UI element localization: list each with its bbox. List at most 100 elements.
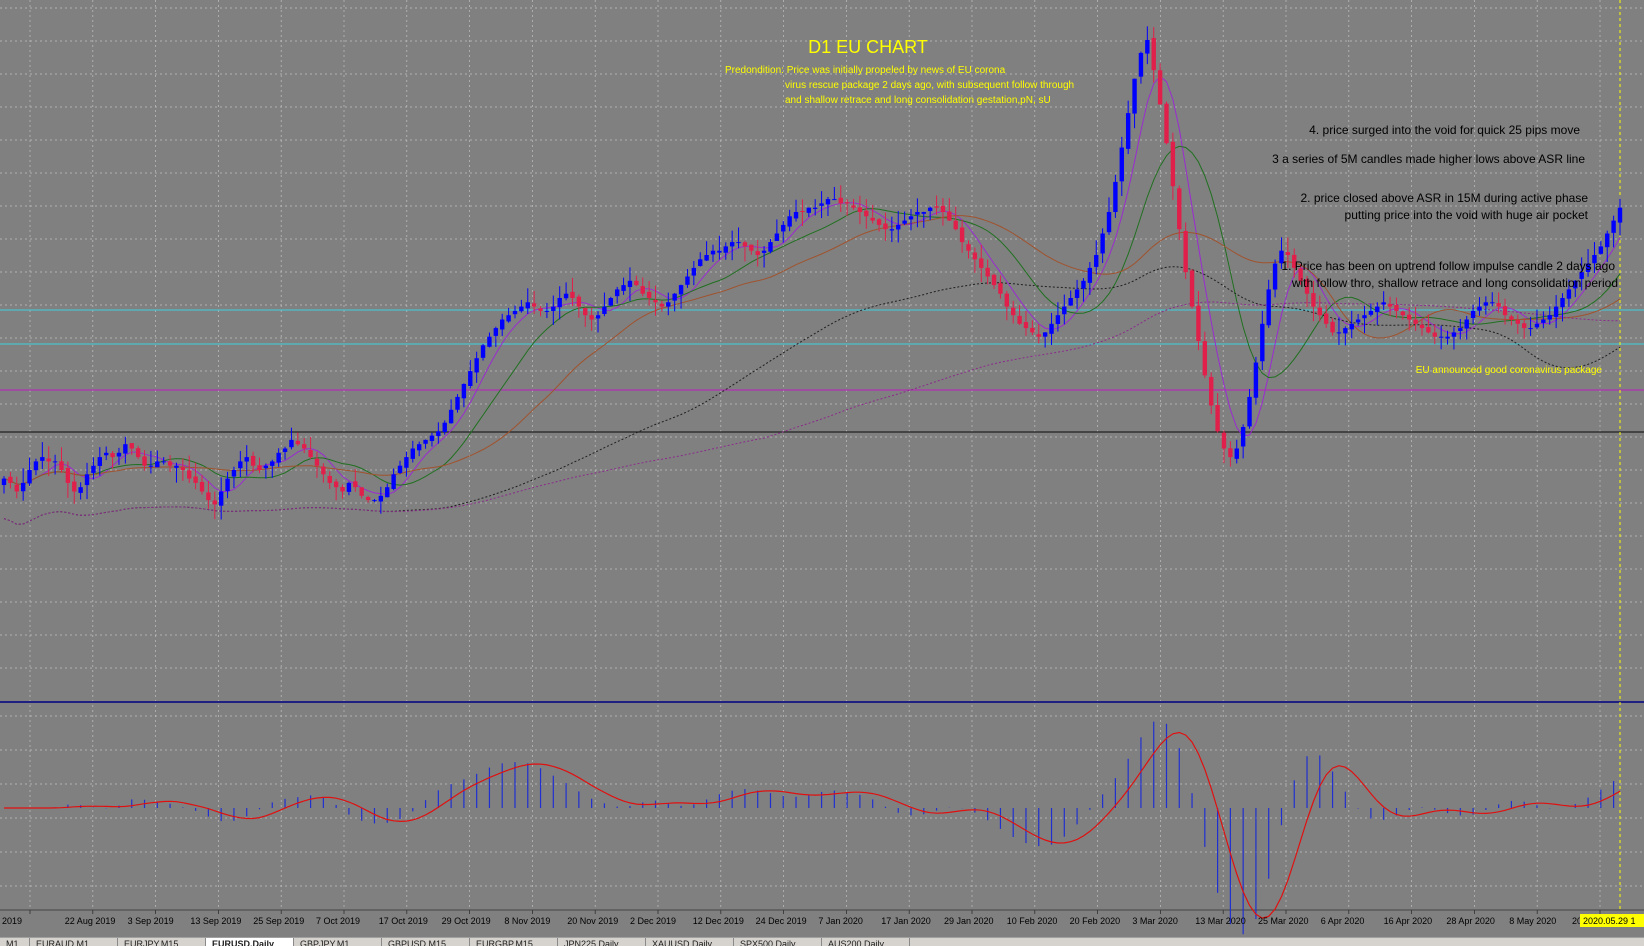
candle[interactable] [1483, 296, 1489, 315]
candle[interactable] [78, 482, 83, 500]
candle[interactable] [206, 480, 211, 509]
candle[interactable] [1266, 279, 1271, 328]
candle[interactable] [410, 440, 415, 463]
candle[interactable] [1272, 259, 1278, 298]
candle[interactable] [1375, 302, 1380, 326]
candle[interactable] [749, 244, 754, 255]
candle[interactable] [576, 294, 582, 318]
candle[interactable] [876, 218, 882, 232]
candle[interactable] [218, 477, 224, 520]
candle[interactable] [340, 484, 345, 499]
candle[interactable] [1311, 280, 1316, 322]
candle[interactable] [844, 199, 850, 216]
candle[interactable] [1170, 132, 1176, 200]
candle[interactable] [1011, 300, 1016, 324]
candle[interactable] [1407, 307, 1412, 331]
candle[interactable] [116, 447, 122, 465]
candle[interactable] [1017, 305, 1022, 325]
candle[interactable] [314, 451, 320, 478]
candle[interactable] [1432, 324, 1437, 345]
candle[interactable] [1304, 276, 1310, 308]
candle[interactable] [519, 299, 524, 313]
candle[interactable] [1260, 310, 1265, 371]
candle[interactable] [1125, 100, 1131, 155]
candle[interactable] [1317, 295, 1322, 322]
candle[interactable] [155, 450, 160, 468]
candle[interactable] [934, 195, 939, 215]
candle[interactable] [493, 326, 499, 347]
candle[interactable] [1381, 291, 1386, 310]
candle[interactable] [678, 284, 684, 309]
candle[interactable] [1598, 241, 1604, 255]
candle[interactable] [142, 450, 147, 471]
candle[interactable] [1438, 325, 1444, 350]
candle[interactable] [1566, 279, 1572, 307]
candle[interactable] [436, 422, 441, 444]
candle[interactable] [448, 399, 454, 424]
candle[interactable] [212, 491, 217, 520]
candle[interactable] [263, 463, 269, 479]
candle[interactable] [1119, 136, 1124, 196]
chart-tab[interactable]: XAUUSD,Daily [646, 938, 734, 946]
candle[interactable] [46, 446, 51, 477]
candle[interactable] [1592, 242, 1597, 274]
candle[interactable] [627, 267, 633, 302]
candle[interactable] [20, 468, 26, 501]
candle[interactable] [1279, 237, 1284, 269]
candle[interactable] [327, 471, 332, 489]
candle[interactable] [148, 450, 154, 474]
candle[interactable] [666, 292, 671, 316]
candle[interactable] [1094, 240, 1099, 275]
candle[interactable] [1496, 292, 1501, 313]
candle[interactable] [864, 199, 869, 229]
candle[interactable] [1323, 304, 1329, 328]
candle[interactable] [1336, 317, 1342, 346]
candle[interactable] [1611, 215, 1616, 248]
candle[interactable] [1081, 278, 1086, 302]
candle[interactable] [1490, 292, 1495, 307]
candle[interactable] [1183, 222, 1188, 280]
candle[interactable] [525, 288, 530, 315]
candle[interactable] [793, 199, 799, 222]
candle[interactable] [429, 432, 435, 447]
chart-tab[interactable]: EURAUD,M1 [30, 938, 118, 946]
candle[interactable] [608, 296, 613, 307]
candles[interactable] [1, 26, 1623, 520]
candle[interactable] [1215, 393, 1220, 433]
candle[interactable] [397, 460, 403, 475]
candle[interactable] [563, 282, 569, 301]
candle[interactable] [225, 471, 230, 499]
candle[interactable] [1464, 315, 1469, 340]
candle[interactable] [167, 455, 173, 473]
candle[interactable] [1553, 295, 1559, 329]
candle[interactable] [908, 209, 914, 231]
candle[interactable] [423, 439, 428, 449]
candle[interactable] [1400, 310, 1406, 320]
candle[interactable] [953, 206, 958, 231]
candle[interactable] [468, 360, 473, 389]
candle[interactable] [832, 186, 837, 201]
candle[interactable] [947, 198, 952, 221]
candle[interactable] [589, 307, 594, 331]
candle[interactable] [333, 478, 339, 501]
candle[interactable] [1502, 298, 1508, 325]
chart-tab[interactable]: JPN225,Daily [558, 938, 646, 946]
candle[interactable] [135, 445, 141, 460]
candle[interactable] [742, 240, 748, 262]
candle[interactable] [14, 476, 19, 499]
candle[interactable] [378, 486, 384, 514]
candle[interactable] [506, 307, 511, 323]
candle[interactable] [1355, 314, 1361, 326]
candle[interactable] [1157, 63, 1163, 105]
candle[interactable] [896, 210, 901, 243]
candle[interactable] [1362, 305, 1367, 334]
chart-tab[interactable]: GBPJPY,M1 [294, 938, 382, 946]
candle[interactable] [123, 436, 128, 464]
candle[interactable] [244, 445, 249, 476]
candle[interactable] [1387, 296, 1393, 317]
candle[interactable] [1605, 230, 1610, 263]
candle[interactable] [1419, 318, 1425, 336]
candle[interactable] [621, 277, 626, 295]
candle[interactable] [455, 394, 460, 413]
